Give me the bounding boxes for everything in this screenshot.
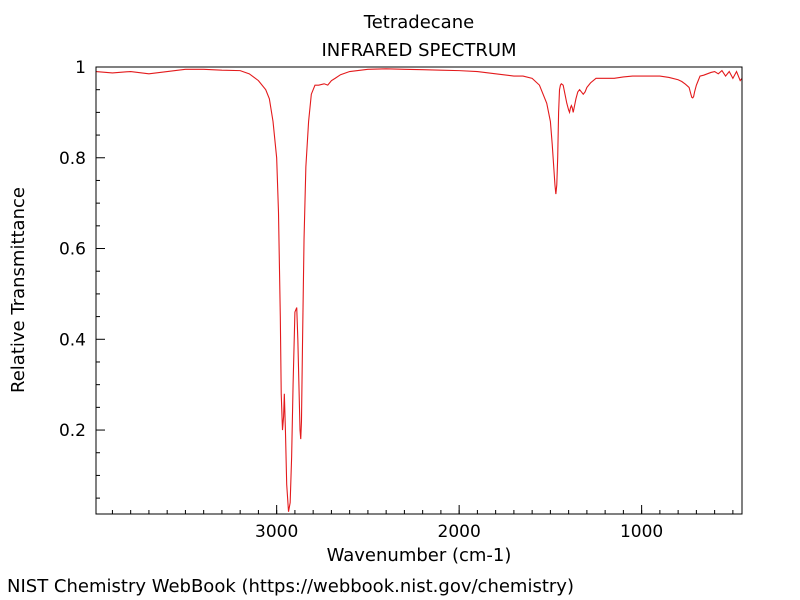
x-tick-label: 3000: [255, 522, 298, 542]
x-tick-label: 2000: [438, 522, 481, 542]
spectrum-line: [95, 68, 743, 512]
source-footer: NIST Chemistry WebBook (https://webbook.…: [7, 576, 574, 597]
y-tick-label: 0.6: [59, 240, 86, 260]
x-axis-label: Wavenumber (cm-1): [327, 545, 512, 566]
y-tick-label: 1: [75, 58, 86, 78]
axis-ticks: [96, 66, 734, 514]
axis-tick-labels: 3000 2000 1000 0.2 0.4 0.6 0.8 1: [59, 58, 663, 542]
y-tick-label: 0.4: [59, 330, 86, 350]
y-tick-label: 0.8: [59, 149, 86, 169]
y-axis-label: Relative Transmittance: [8, 187, 29, 393]
x-tick-label: 1000: [620, 522, 663, 542]
chart-title: Tetradecane: [363, 12, 474, 33]
plot-frame: [95, 66, 743, 515]
y-tick-label: 0.2: [59, 421, 86, 441]
chart-subtitle: INFRARED SPECTRUM: [321, 40, 516, 61]
